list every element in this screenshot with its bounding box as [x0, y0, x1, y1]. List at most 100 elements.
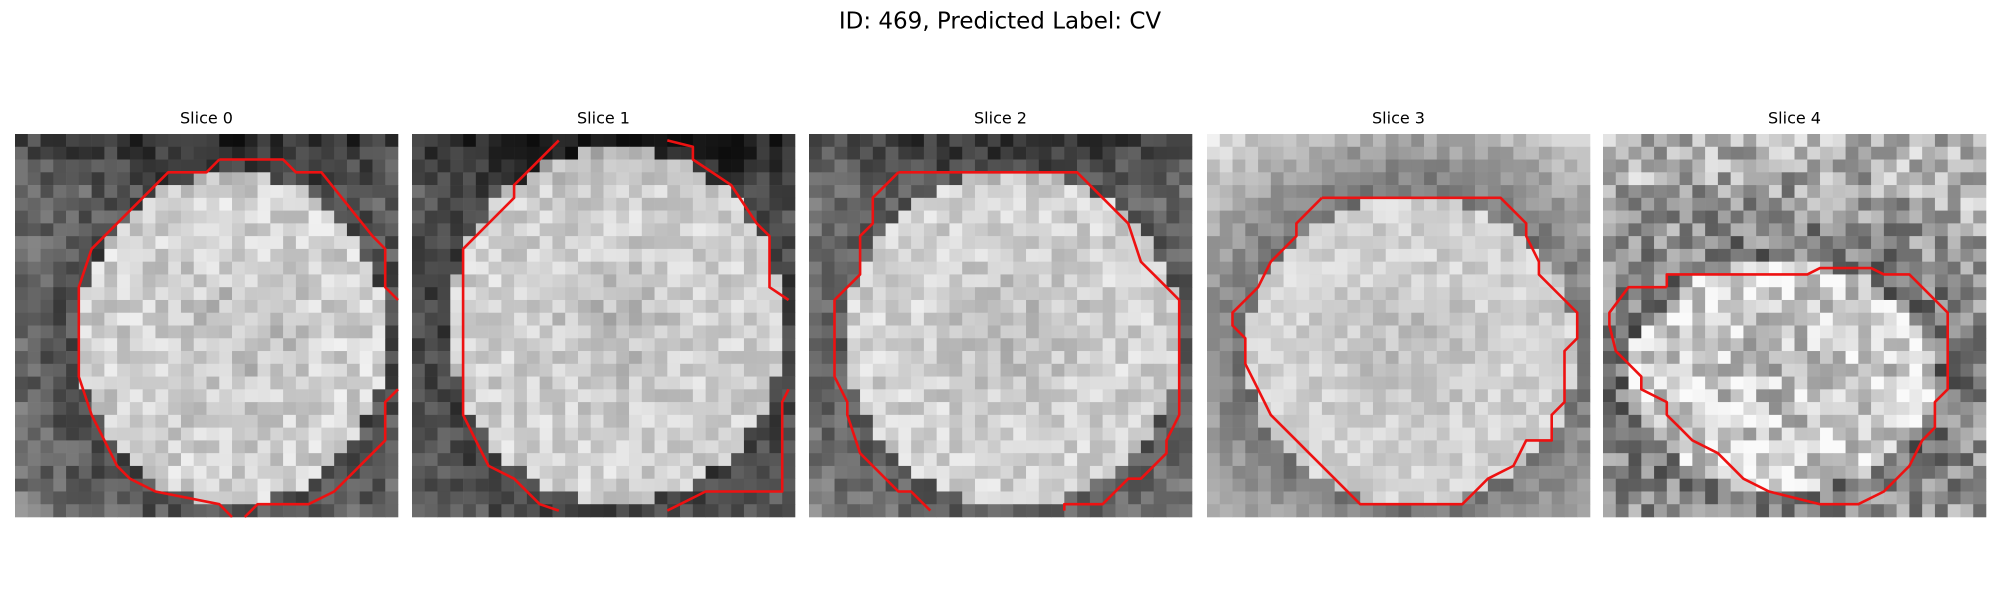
- pixel: [206, 248, 220, 262]
- pixel: [1564, 197, 1578, 211]
- pixel: [1270, 261, 1284, 275]
- pixel: [1219, 389, 1233, 403]
- pixel: [1526, 185, 1540, 199]
- pixel: [1717, 338, 1731, 352]
- pixel: [1947, 440, 1961, 454]
- pixel: [1743, 299, 1757, 314]
- pixel: [1794, 210, 1808, 224]
- pixel: [1922, 274, 1936, 288]
- pixel: [1232, 172, 1246, 186]
- pixel: [809, 236, 823, 250]
- pixel: [1026, 210, 1040, 224]
- pixel: [1743, 146, 1757, 160]
- pixel: [206, 427, 220, 441]
- pixel: [629, 159, 643, 173]
- pixel: [206, 504, 220, 518]
- pixel: [743, 478, 757, 492]
- pixel: [180, 465, 195, 479]
- pixel: [718, 299, 732, 314]
- pixel: [1232, 338, 1246, 352]
- pixel: [270, 236, 284, 250]
- pixel: [1743, 427, 1757, 441]
- pixel: [1807, 414, 1821, 428]
- pixel: [654, 134, 668, 148]
- pixel: [809, 274, 823, 288]
- pixel: [1000, 274, 1014, 288]
- pixel: [501, 312, 515, 326]
- pixel: [1372, 478, 1387, 492]
- pixel: [1166, 185, 1180, 199]
- pixel: [1603, 159, 1617, 173]
- pixel: [412, 274, 426, 288]
- pixel: [526, 402, 540, 416]
- pixel: [244, 134, 258, 148]
- pixel: [1717, 261, 1731, 275]
- pixel: [860, 351, 874, 365]
- pixel: [1166, 146, 1180, 160]
- pixel: [1730, 159, 1744, 173]
- pixel: [1513, 159, 1527, 173]
- pixel: [872, 134, 886, 148]
- pixel: [1577, 376, 1591, 390]
- pixel: [962, 402, 976, 416]
- pixel: [847, 478, 861, 492]
- pixel: [359, 465, 373, 479]
- pixel: [1845, 248, 1859, 262]
- pixel: [219, 389, 233, 403]
- pixel: [821, 134, 835, 148]
- pixel: [232, 351, 246, 365]
- pixel: [1973, 338, 1987, 352]
- pixel: [1140, 185, 1154, 199]
- pixel: [1449, 325, 1463, 339]
- pixel: [1232, 453, 1246, 467]
- pixel: [1909, 504, 1923, 518]
- pixel: [603, 312, 617, 326]
- pixel: [1832, 427, 1846, 441]
- pixel: [1730, 248, 1744, 262]
- pixel: [283, 312, 297, 326]
- pixel: [834, 146, 848, 160]
- pixel: [385, 146, 399, 160]
- pixel: [514, 325, 528, 339]
- pixel: [412, 414, 426, 428]
- pixel: [1960, 274, 1974, 288]
- pixel: [1475, 504, 1489, 518]
- pixel: [27, 376, 41, 390]
- pixel: [654, 376, 668, 390]
- pixel: [1871, 274, 1885, 288]
- pixel: [308, 351, 322, 365]
- pixel: [244, 210, 258, 224]
- pixel: [283, 299, 297, 314]
- pixel: [756, 351, 770, 365]
- pixel: [1026, 389, 1040, 403]
- pixel: [1526, 287, 1540, 301]
- pixel: [346, 478, 360, 492]
- pixel: [834, 440, 848, 454]
- pixel: [1153, 185, 1167, 199]
- pixel: [488, 261, 502, 275]
- pixel: [962, 287, 976, 301]
- pixel: [206, 453, 220, 467]
- pixel: [1089, 261, 1103, 275]
- pixel: [1296, 363, 1310, 377]
- pixel: [987, 491, 1001, 505]
- pixel: [1179, 376, 1193, 390]
- pixel: [987, 363, 1001, 377]
- pixel: [1960, 134, 1974, 148]
- pixel: [463, 504, 477, 518]
- pixel: [1296, 134, 1310, 148]
- pixel: [565, 376, 579, 390]
- pixel: [15, 248, 29, 262]
- pixel: [1641, 325, 1655, 339]
- pixel: [270, 325, 284, 339]
- pixel: [437, 172, 451, 186]
- pixel: [1500, 210, 1514, 224]
- pixel: [232, 210, 246, 224]
- pixel: [1883, 414, 1897, 428]
- pixel: [501, 134, 515, 148]
- pixel: [1577, 351, 1591, 365]
- pixel: [308, 159, 322, 173]
- pixel: [1309, 389, 1323, 403]
- pixel: [821, 197, 835, 211]
- pixel: [1551, 146, 1565, 160]
